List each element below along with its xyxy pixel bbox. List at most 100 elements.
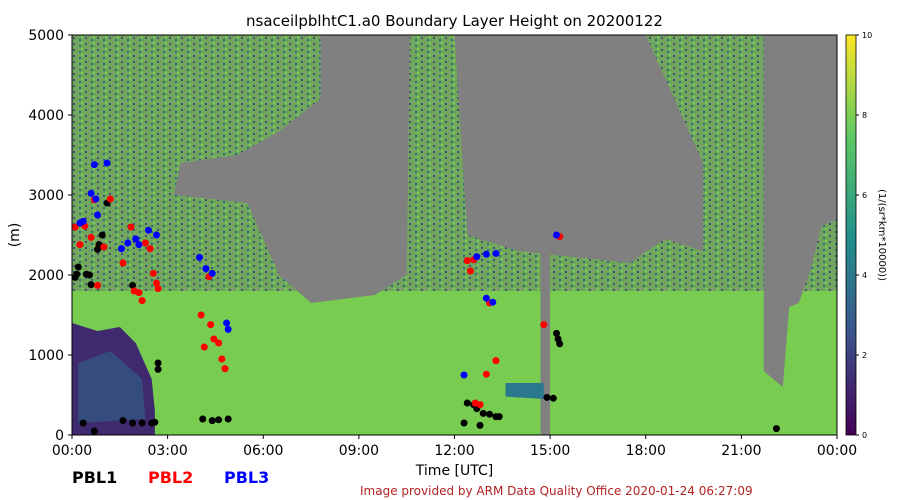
pbl2-point [463,257,471,265]
pbl2-point [106,195,114,203]
pbl3-point [145,226,152,234]
y-tick-label: 0 [55,428,64,444]
pbl1-point [224,415,232,423]
pbl3-point [482,250,490,258]
pbl2-point [100,243,108,251]
pbl3-point [103,159,111,167]
x-tick-label: 15:00 [530,443,570,459]
pbl3-point [202,265,210,273]
pbl2-point [492,357,500,365]
pbl3-point [132,235,140,243]
no-signal-region [763,35,837,387]
pbl3-point [492,249,500,257]
pbl1-point [460,419,468,427]
pbl3-point [117,245,125,253]
pbl1-point [74,263,82,271]
surface-layer-teal [78,351,146,423]
pbl2-point [87,233,95,241]
pbl3-point [473,253,481,261]
pbl2-point [207,321,215,329]
legend-pbl3: PBL3 [224,468,270,487]
pbl2-point [221,365,229,373]
pbl2-point [72,223,79,231]
chart-title: nsaceilpblhtC1.a0 Boundary Layer Height … [246,12,663,30]
pbl1-point [86,271,94,279]
pbl1-point [98,231,106,239]
pbl3-point [224,325,232,333]
pbl3-point [90,161,98,169]
y-axis-label: (m) [7,223,23,248]
pbl3-point [196,253,203,261]
pbl1-point [87,281,95,289]
pbl1-point [556,340,564,348]
x-tick-label: 12:00 [434,443,474,459]
pbl2-point [476,401,484,409]
pbl1-point [90,427,98,435]
y-tick-label: 2000 [28,268,64,284]
pbl2-point [466,267,474,275]
pbl1-point [151,418,159,426]
pbl1-point [215,416,223,424]
pbl3-point [208,269,216,277]
pbl2-point [218,355,226,363]
pbl3-point [489,298,497,306]
legend-pbl1: PBL1 [72,468,118,487]
pbl1-point [154,365,162,373]
pbl2-point [482,370,490,378]
pbl1-point [549,394,557,402]
pbl3-point [482,294,490,302]
colorbar-tick-label: 6 [862,191,867,200]
no-signal-region [454,35,704,263]
pbl3-point [223,319,231,327]
colorbar [845,34,857,436]
pbl1-point [154,359,162,367]
pbl2-point [540,321,548,329]
pbl2-point [119,259,127,267]
heatmap [72,35,837,435]
pbl1-point [479,409,487,417]
pbl3-point [460,371,468,379]
pbl2-point [154,285,162,293]
image-credit: Image provided by ARM Data Quality Offic… [360,484,753,498]
series-pbl3 [76,159,560,379]
pbl3-point [135,241,143,249]
pbl1-point [463,399,471,407]
pbl1-point [129,281,137,289]
pbl2-point [152,279,160,287]
pbl1-point [543,393,551,401]
pbl3-point [79,217,87,225]
no-signal-region [540,179,551,435]
pbl2-point [215,339,223,347]
pbl2-point [197,311,205,319]
colorbar-tick-label: 2 [862,351,867,360]
pbl1-point [73,270,81,278]
no-signal-region [320,35,407,195]
x-tick-label: 00:00 [817,443,857,459]
pbl2-point [141,239,149,247]
pbl2-point [94,281,101,289]
pbl2-point [146,245,154,253]
x-tick-label: 00:00 [52,443,92,459]
x-tick-label: 21:00 [721,443,761,459]
x-tick-label: 06:00 [243,443,283,459]
pbl3-point [87,189,95,197]
x-tick-label: 18:00 [626,443,666,459]
pbl2-point [138,297,146,305]
pbl1-point [476,421,484,429]
pbl1-point [119,417,127,425]
pbl3-point [152,231,160,239]
pbl2-point [200,343,208,351]
pbl2-point [135,289,143,297]
x-tick-label: 03:00 [147,443,187,459]
pbl3-point [92,195,100,203]
pbl3-point [553,231,560,239]
legend-pbl2: PBL2 [148,468,194,487]
cloud-patch [505,383,544,399]
x-axis-label: Time [UTC] [415,463,493,479]
pbl1-point [486,410,494,418]
pbl2-point [76,241,84,249]
pbl3-point [94,211,101,219]
pbl1-point [138,419,146,427]
